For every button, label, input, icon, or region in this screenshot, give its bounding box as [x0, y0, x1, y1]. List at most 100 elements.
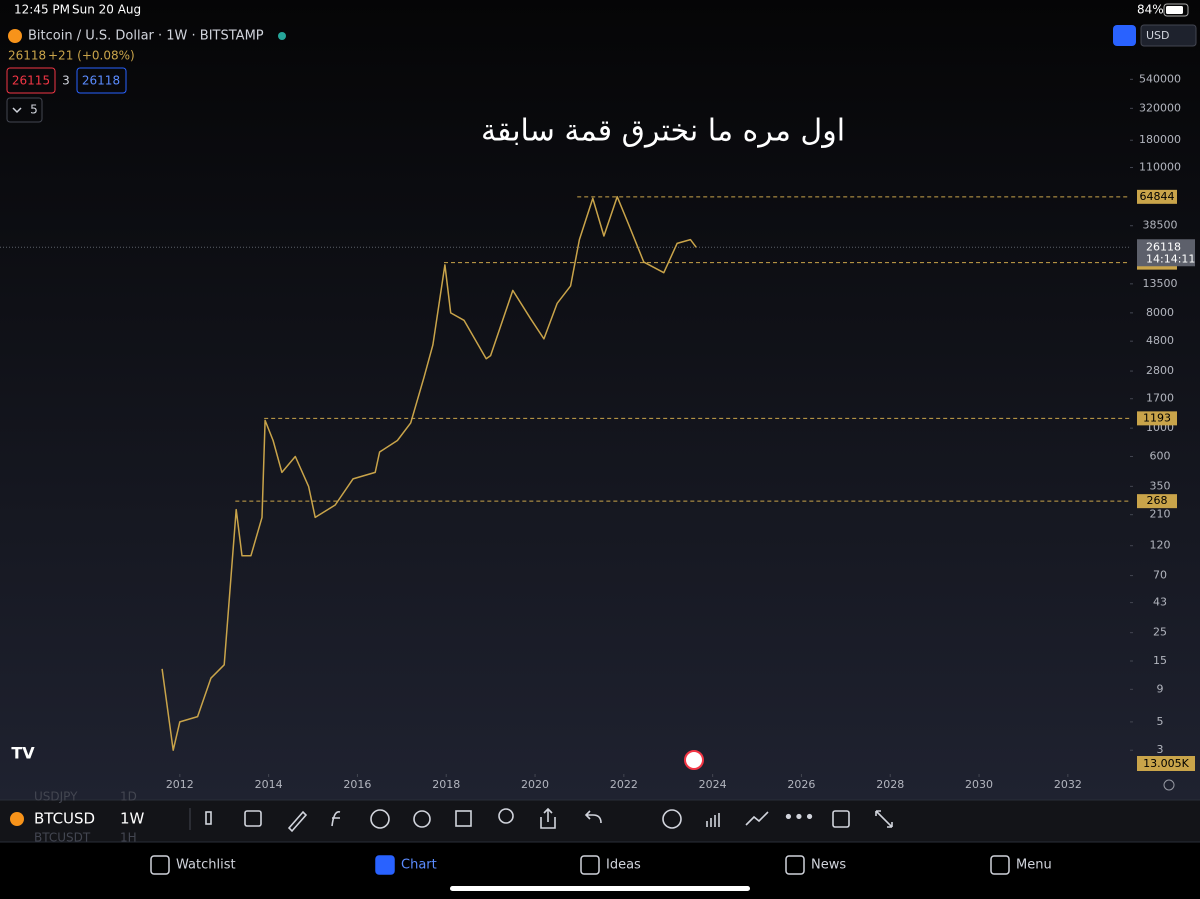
x-tick-label: 2028: [876, 778, 904, 791]
ghost-symbol: USDJPY: [34, 790, 78, 804]
price-change: +21 (+0.08%): [48, 49, 135, 63]
fullscreen-button[interactable]: [1113, 25, 1136, 46]
current-price-label: 26118: [1146, 240, 1181, 253]
ideas-button[interactable]: [498, 808, 514, 824]
tab-icon[interactable]: [150, 855, 170, 875]
annotation: اول مره ما نخترق قمة سابقة: [481, 114, 845, 149]
y-tick-label: 8000: [1146, 306, 1174, 319]
tab-bar: Watchlist Chart Ideas News Menu: [150, 855, 1052, 875]
y-tick-label: 1700: [1146, 392, 1174, 405]
x-tick-label: 2018: [432, 778, 460, 791]
y-tick-label: 4800: [1146, 334, 1174, 347]
buy-button[interactable]: [76, 67, 127, 94]
battery-icon: [1163, 3, 1189, 17]
indicators-button[interactable]: [331, 810, 341, 827]
y-tick-label: 5: [1157, 715, 1164, 728]
y-tick-label: 320000: [1139, 101, 1181, 114]
currency: USD: [1146, 29, 1170, 42]
y-tick-label: 25: [1153, 626, 1167, 639]
home-indicator: [450, 886, 750, 891]
tab-icon[interactable]: [375, 855, 395, 875]
countdown: 14:14:11: [1146, 252, 1195, 265]
y-tick-label: 43: [1153, 596, 1167, 609]
replay-button[interactable]: [244, 810, 262, 827]
level-label: 1193: [1143, 411, 1171, 424]
level-label-bg: [1137, 411, 1177, 426]
x-tick-label: 2030: [965, 778, 993, 791]
settings-icon[interactable]: [1163, 779, 1175, 791]
symbol-title[interactable]: Bitcoin / U.S. Dollar · 1W · BITSTAMP: [28, 29, 264, 44]
compare-button[interactable]: [745, 811, 769, 826]
ghost-interval: 1D: [120, 790, 137, 804]
bitcoin-icon: [10, 812, 24, 826]
y-tick-label: 120: [1150, 539, 1171, 552]
y-tick-label: 2800: [1146, 364, 1174, 377]
y-tick-label: 3: [1157, 743, 1164, 756]
current-price-bg: [1137, 239, 1195, 267]
x-tick-label: 2024: [699, 778, 727, 791]
bid-price: 26115: [12, 74, 50, 88]
spread: 3: [62, 74, 70, 88]
interval[interactable]: 1W: [120, 810, 145, 828]
x-tick-label: 2016: [343, 778, 371, 791]
volume-button[interactable]: [706, 813, 720, 827]
tab-label[interactable]: Ideas: [606, 858, 641, 873]
chart-background: [0, 0, 1200, 800]
toolbar-background: [0, 800, 1200, 842]
level-label-bg: [1137, 494, 1177, 509]
market-status: [278, 32, 286, 40]
x-tick-label: 2020: [521, 778, 549, 791]
y-tick-label: 15: [1153, 654, 1167, 667]
ghost-symbol: BTCUSDT: [34, 831, 91, 845]
tab-label[interactable]: Chart: [401, 858, 437, 873]
battery-fill: [1166, 6, 1183, 14]
chart: 540000 320000 180000 110000 38500 13500 8000 48…: [0, 72, 1195, 791]
sell-button[interactable]: [6, 67, 56, 94]
symbol[interactable]: BTCUSD: [34, 810, 95, 828]
event-flag[interactable]: [684, 750, 704, 770]
ghost-interval: 1H: [120, 831, 137, 845]
tab-icon[interactable]: [580, 855, 600, 875]
select-button[interactable]: [832, 810, 850, 828]
ask-price: 26118: [82, 74, 120, 88]
y-tick-label: 180000: [1139, 133, 1181, 146]
y-tick-label: 70: [1153, 569, 1167, 582]
x-tick-label: 2022: [610, 778, 638, 791]
alert-button[interactable]: [413, 810, 431, 828]
status-time: 12:45 PM: [14, 3, 70, 17]
tab-label[interactable]: Watchlist: [176, 858, 236, 873]
tab-label[interactable]: News: [811, 858, 846, 873]
level-label: 268: [1147, 494, 1168, 507]
y-tick-label: 110000: [1139, 161, 1181, 174]
price-line: [161, 195, 697, 751]
chart-type-button[interactable]: [205, 811, 212, 825]
tab-icon[interactable]: [990, 855, 1010, 875]
tab-label[interactable]: Menu: [1016, 858, 1052, 873]
add-button[interactable]: [370, 809, 390, 829]
chevron: [12, 107, 22, 114]
draw-button[interactable]: [287, 810, 308, 833]
undo-button[interactable]: [584, 810, 602, 824]
share-button[interactable]: [540, 807, 556, 829]
currency-selector[interactable]: [1140, 24, 1197, 47]
y-tick-label: 540000: [1139, 72, 1181, 85]
level-label-bg: [1137, 189, 1177, 204]
x-tick-label: 2026: [787, 778, 815, 791]
status-date: Sun 20 Aug: [72, 3, 141, 17]
y-tick-label: 350: [1150, 479, 1171, 492]
x-tick-label: 2032: [1054, 778, 1082, 791]
y-tick-label: 9: [1157, 682, 1164, 695]
y-tick-label: 13500: [1143, 277, 1178, 290]
expand-button[interactable]: [875, 810, 893, 828]
volume-label-bg: [1137, 756, 1195, 771]
last-price: 26118: [8, 49, 46, 63]
layout-button[interactable]: [455, 810, 472, 827]
indicators-toggle[interactable]: [6, 97, 43, 123]
info-button[interactable]: [662, 809, 682, 829]
tab-icon[interactable]: [785, 855, 805, 875]
more-button[interactable]: •••: [783, 807, 815, 828]
y-tick-label: 38500: [1143, 219, 1178, 232]
bitcoin-icon: [8, 29, 22, 43]
